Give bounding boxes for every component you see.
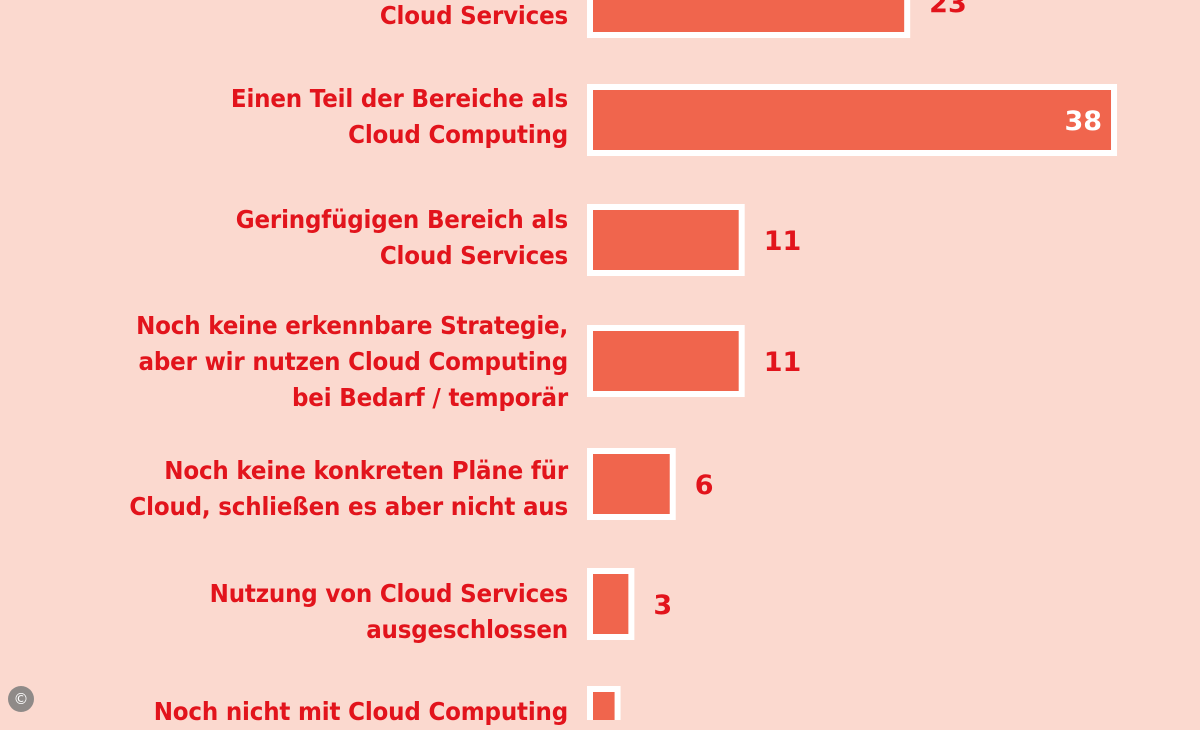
bar — [587, 0, 911, 38]
bar-value-label: 23 — [929, 0, 967, 19]
category-label-line: Nutzung von Cloud Services — [209, 579, 569, 608]
category-label-line: bei Bedarf / temporär — [292, 383, 568, 412]
bar — [587, 686, 621, 720]
bar — [587, 84, 1118, 156]
category-label-line: Noch keine konkreten Pläne für — [164, 456, 568, 485]
bar-value-label: 11 — [764, 226, 802, 257]
category-label-line: Einen Teil der Bereiche als — [230, 84, 568, 113]
category-label: Noch keine konkreten Pläne für Cloud, sch… — [90, 453, 568, 525]
category-label: Einen Teil der Bereiche als Cloud Computi… — [90, 81, 568, 153]
copyright-icon: © — [8, 686, 34, 712]
category-label-line: ausgeschlossen — [366, 615, 568, 644]
bar-value-label: 38 — [1064, 106, 1102, 137]
bar-value-label: 11 — [764, 347, 802, 378]
bar-value-label: 6 — [695, 470, 714, 501]
category-label-line: Noch keine erkennbare Strategie, — [136, 311, 568, 340]
bar — [587, 325, 745, 397]
category-label-line: Noch nicht mit Cloud Computing — [153, 697, 568, 726]
category-label-line: Cloud Services — [379, 241, 568, 270]
category-label-line: Cloud Computing — [348, 120, 568, 149]
category-label: Geringfügigen Bereich als Cloud Services — [90, 202, 568, 274]
bar — [587, 448, 676, 520]
category-label: Noch nicht mit Cloud Computing — [90, 694, 568, 730]
category-label: Nutzung von Cloud Services ausgeschlossen — [90, 576, 569, 648]
category-label-line: Geringfügigen Bereich als — [235, 205, 568, 234]
bar — [587, 204, 745, 276]
bar-value-label: 3 — [653, 590, 672, 621]
category-label-line: Cloud Services — [379, 1, 568, 30]
bar — [587, 568, 635, 640]
category-label: Noch keine erkennbare Strategie, aber wir… — [90, 308, 568, 416]
category-label-line: Cloud, schließen es aber nicht aus — [129, 492, 568, 521]
category-label: Cloud Services — [90, 0, 568, 34]
category-label-line: aber wir nutzen Cloud Computing — [138, 347, 569, 376]
